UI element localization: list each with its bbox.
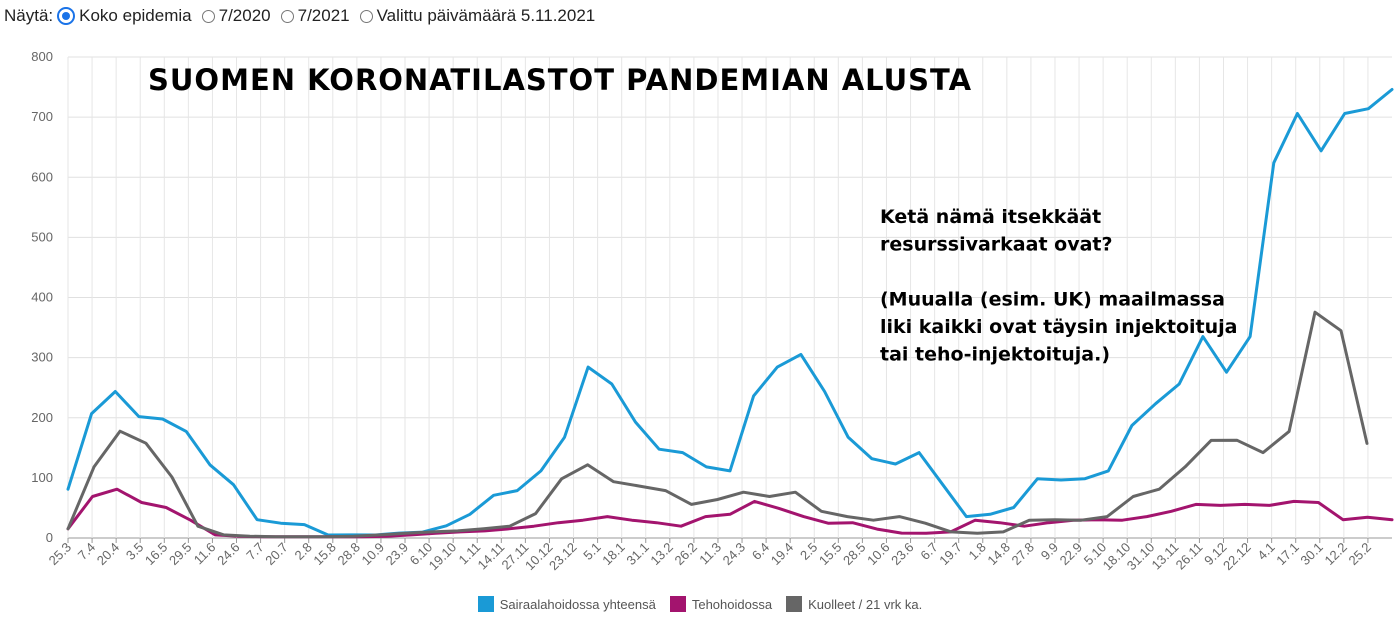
legend-swatch bbox=[669, 596, 686, 612]
option-label: 7/2020 bbox=[218, 6, 271, 25]
x-tick-label: 31.1 bbox=[623, 540, 652, 569]
annotation-line: resurssivarkaat ovat? bbox=[880, 234, 1113, 256]
legend-item[interactable]: Kuolleet / 21 vrk ka. bbox=[786, 596, 922, 612]
y-tick-label: 500 bbox=[31, 229, 53, 244]
option-label: 7/2021 bbox=[297, 6, 350, 25]
x-tick-label: 27.8 bbox=[1009, 540, 1038, 569]
legend-label: Sairaalahoidossa yhteensä bbox=[499, 596, 656, 612]
legend-label: Kuolleet / 21 vrk ka. bbox=[808, 596, 923, 612]
radio-checked-icon[interactable] bbox=[57, 7, 76, 25]
x-tick-label: 19.4 bbox=[768, 540, 797, 569]
x-tick-label: 26.2 bbox=[672, 540, 701, 569]
x-tick-label: 20.4 bbox=[94, 540, 123, 569]
legend-item[interactable]: Tehohoidossa bbox=[669, 596, 773, 612]
annotation-line: Ketä nämä itsekkäät bbox=[880, 206, 1101, 228]
x-tick-label: 19.7 bbox=[936, 540, 965, 569]
x-tick-label: 19.10 bbox=[426, 540, 460, 574]
x-tick-label: 13.11 bbox=[1149, 540, 1182, 573]
x-tick-label: 28.5 bbox=[840, 540, 869, 569]
display-options: Näytä: Koko epidemia 7/2020 7/2021 Valit… bbox=[4, 4, 601, 28]
annotation: Ketä nämä itsekkäät resurssivarkaat ovat?… bbox=[880, 206, 1237, 366]
y-tick-label: 700 bbox=[31, 109, 53, 124]
x-tick-label: 14.8 bbox=[984, 540, 1013, 569]
x-tick-label: 31.10 bbox=[1124, 540, 1158, 574]
x-tick-label: 10.6 bbox=[864, 540, 893, 569]
x-tick-label: 23.12 bbox=[546, 540, 580, 574]
x-tick-label: 23.6 bbox=[888, 540, 917, 569]
annotation-line: liki kaikki ovat täysin injektoituja bbox=[880, 316, 1237, 338]
legend: Sairaalahoidossa yhteensä Tehohoidossa Kuo… bbox=[0, 593, 1400, 615]
option-7-2020[interactable]: 7/2020 bbox=[201, 6, 271, 26]
radio-icon[interactable] bbox=[359, 9, 373, 23]
x-tick-label: 15.5 bbox=[816, 540, 845, 569]
option-label: Koko epidemia bbox=[79, 6, 192, 25]
x-tick-label: 28.8 bbox=[334, 540, 363, 569]
x-tick-label: 15.8 bbox=[310, 540, 339, 569]
x-tick-label: 23.9 bbox=[383, 540, 412, 569]
x-tick-label: 22.9 bbox=[1057, 540, 1086, 569]
option-koko-epidemia[interactable]: Koko epidemia bbox=[57, 6, 192, 26]
x-tick-label: 26.11 bbox=[1173, 540, 1206, 573]
x-tick-label: 20.7 bbox=[262, 540, 291, 569]
y-tick-label: 600 bbox=[31, 169, 53, 184]
display-label: Näytä: bbox=[4, 6, 54, 25]
x-tick-label: 14.11 bbox=[474, 540, 507, 573]
legend-swatch bbox=[786, 596, 803, 612]
legend-swatch bbox=[477, 596, 494, 612]
x-tick-label: 17.1 bbox=[1273, 540, 1302, 569]
chart-title: SUOMEN KORONATILASTOT PANDEMIAN ALUSTA bbox=[148, 63, 972, 97]
y-axis: 0 100 200 300 400 500 600 700 800 bbox=[31, 49, 53, 545]
y-tick-label: 300 bbox=[31, 350, 53, 365]
x-tick-label: 30.1 bbox=[1297, 540, 1326, 569]
series-line-1 bbox=[66, 88, 1394, 537]
y-tick-label: 0 bbox=[46, 530, 53, 545]
series-line-3 bbox=[66, 310, 1369, 539]
x-tick-label: 24.3 bbox=[720, 540, 749, 569]
x-tick-label: 10.9 bbox=[359, 540, 388, 569]
option-7-2021[interactable]: 7/2021 bbox=[280, 6, 350, 26]
legend-label: Tehohoidossa bbox=[691, 596, 773, 612]
x-axis: 25.3 7.420.4 3.516.529.511.624.6 7.720.7 2.8… bbox=[46, 540, 1374, 574]
radio-icon[interactable] bbox=[280, 9, 294, 23]
x-tick-label: 12.2 bbox=[1321, 540, 1350, 569]
x-tick-label: 29.5 bbox=[166, 540, 195, 569]
y-tick-label: 100 bbox=[31, 470, 53, 485]
annotation-line: tai teho-injektoituja.) bbox=[880, 344, 1110, 366]
x-tick-label: 13.2 bbox=[647, 540, 676, 569]
option-label: Valittu päivämäärä 5.11.2021 bbox=[376, 6, 596, 25]
x-tick-label: 22.12 bbox=[1220, 540, 1254, 574]
y-tick-label: 400 bbox=[31, 290, 53, 305]
x-tick-label: 25.2 bbox=[1346, 540, 1375, 569]
option-selected-date[interactable]: Valittu päivämäärä 5.11.2021 bbox=[359, 6, 596, 26]
legend-item[interactable]: Sairaalahoidossa yhteensä bbox=[477, 596, 656, 612]
radio-icon[interactable] bbox=[201, 9, 215, 23]
x-tick-label: 11.3 bbox=[696, 540, 724, 568]
x-tick-label: 24.6 bbox=[214, 540, 243, 569]
x-tick-label: 16.5 bbox=[142, 540, 171, 569]
y-tick-label: 800 bbox=[31, 49, 53, 64]
y-tick-label: 200 bbox=[31, 410, 53, 425]
annotation-line: (Muualla (esim. UK) maailmassa bbox=[880, 289, 1225, 311]
x-tick-label: 11.6 bbox=[191, 540, 219, 568]
x-tick-label: 18.1 bbox=[599, 540, 628, 569]
series-lines bbox=[66, 88, 1394, 539]
